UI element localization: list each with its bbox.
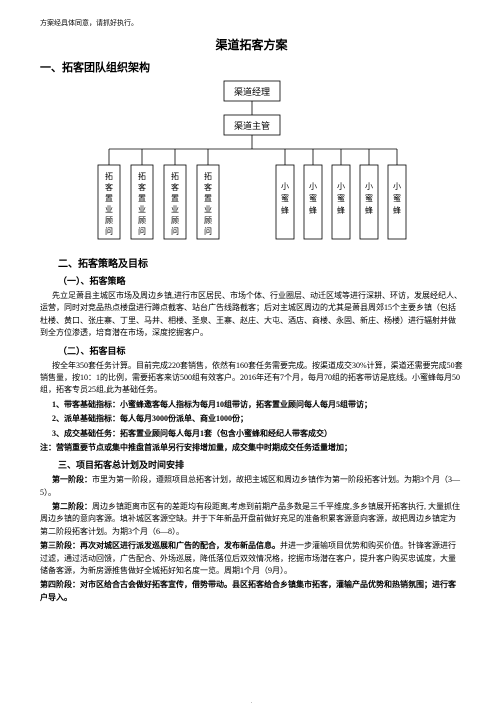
- phase-1-text: 市里为第一阶段，遵照项目总拓客计划，故把主城区和周边乡镇作为第一阶段拓客计划。为…: [40, 475, 460, 496]
- org-right-box: 小蜜蜂: [281, 182, 289, 215]
- phase-1-label: 第一阶段：: [52, 475, 92, 484]
- org-mid-label: 渠道主管: [233, 120, 269, 131]
- org-right-box: 小蜜蜂: [337, 182, 345, 215]
- document-title: 渠道拓客方案: [40, 36, 463, 53]
- org-right-box: 小蜜蜂: [309, 182, 317, 215]
- top-note: 方案经具体同意，请抓好执行。: [40, 18, 463, 28]
- paragraph: 按全年350套任务计算。目前完成220套销售，依然有160套任务需要完成。按渠道…: [40, 360, 463, 397]
- org-chart-svg: 渠道经理 渠道主管 拓客置业顾问 拓客置业顾问 拓客置业顾: [87, 79, 417, 249]
- phase-3: 第三阶段：再次对城区进行派发巡展和广告的配合，发布新品信息。并进一步灌输项目优势…: [40, 540, 463, 577]
- bullet-2: 2、派单基础指标：每人每月3000份派单、商业1000份；: [40, 413, 463, 425]
- phase-3-label: 第三阶段：再次对城区进行派发巡展和广告的配合，发布新品信息。: [40, 541, 280, 550]
- heading-2-1: 二、拓客策略及目标: [58, 255, 463, 270]
- org-right-box: 小蜜蜂: [365, 182, 373, 215]
- paragraph: 先立足萧县主城区市场及周边乡镇,进行市区居民、市场个体、行业圈层、动迁区域等进行…: [40, 290, 463, 340]
- page-footer: .: [0, 699, 503, 705]
- heading-3-3: 三、项目拓客总计划及时间安排: [58, 458, 463, 471]
- heading-1: 一、拓客团队组织架构: [40, 59, 463, 75]
- phase-2-label: 第二阶段：: [52, 502, 92, 511]
- bullet-3: 3、成交基础任务：拓客置业顾问每人每月1套（包含小蜜蜂和经纪人带客成交）: [40, 428, 463, 440]
- phase-4: 第四阶段：对市区给合古会做好拓客宣传，借势带动。县区拓客给合乡镇集市拓客，灌输产…: [40, 579, 463, 604]
- org-right-box: 小蜜蜂: [393, 182, 401, 215]
- phase-1: 第一阶段：市里为第一阶段，遵照项目总拓客计划，故把主城区和周边乡镇作为第一阶段拓…: [40, 474, 463, 499]
- org-chart: 渠道经理 渠道主管 拓客置业顾问 拓客置业顾问 拓客置业顾: [40, 79, 463, 249]
- phase-2-text: 周边乡镇距离市区有的差距均有段距离,考虑到前期产品多数是三千平维度,多乡镇展开拓…: [40, 502, 460, 536]
- heading-3-1: （一）、拓客策略: [58, 274, 463, 287]
- note: 注：营销重要节点或集中推盘首派单另行安排增加量，成交集中时期成交任务适量增加；: [40, 442, 463, 454]
- phase-2: 第二阶段：周边乡镇距离市区有的差距均有段距离,考虑到前期产品多数是三千平维度,多…: [40, 501, 463, 538]
- bullet-1: 1、带客基础指标：小蜜蜂邀客每人指标为每月10组带访，拓客置业顾问每人每月5组带…: [40, 399, 463, 411]
- heading-3-2: （二）、拓客目标: [58, 344, 463, 357]
- org-top-label: 渠道经理: [233, 86, 269, 97]
